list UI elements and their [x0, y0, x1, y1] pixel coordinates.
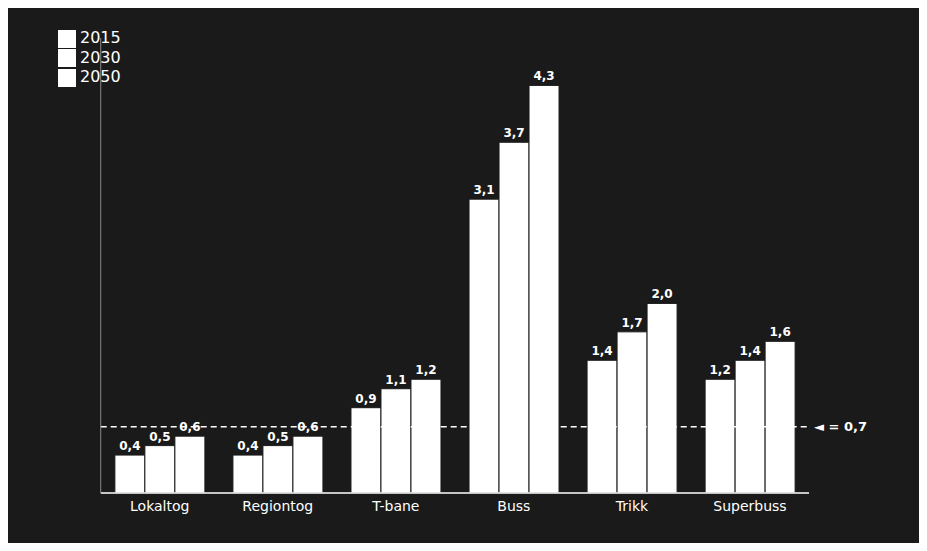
- svg-text:Trikk: Trikk: [615, 498, 649, 514]
- svg-text:T-bane: T-bane: [371, 498, 419, 514]
- svg-text:1,4: 1,4: [739, 344, 760, 358]
- svg-text:Lokaltog: Lokaltog: [130, 498, 189, 514]
- svg-text:1,2: 1,2: [709, 363, 730, 377]
- svg-text:1,7: 1,7: [621, 316, 642, 330]
- svg-text:1,6: 1,6: [769, 325, 790, 339]
- svg-text:Regiontog: Regiontog: [242, 498, 313, 514]
- svg-text:1,1: 1,1: [385, 373, 406, 387]
- svg-text:0,4: 0,4: [237, 439, 258, 453]
- svg-text:1,2: 1,2: [415, 363, 436, 377]
- svg-text:0,9: 0,9: [355, 392, 376, 406]
- svg-text:4,3: 4,3: [533, 69, 554, 83]
- svg-text:1,4: 1,4: [591, 344, 612, 358]
- svg-text:0,5: 0,5: [267, 430, 288, 444]
- svg-text:0,6: 0,6: [179, 420, 200, 434]
- svg-text:0,6: 0,6: [297, 420, 318, 434]
- svg-text:0,4: 0,4: [119, 439, 140, 453]
- svg-text:2,0: 2,0: [651, 287, 672, 301]
- html-text:2050: 2050: [80, 67, 121, 86]
- svg-text:Buss: Buss: [497, 498, 530, 514]
- svg-text:Superbuss: Superbuss: [713, 498, 786, 514]
- svg-text:◄ = 0,7: ◄ = 0,7: [814, 419, 867, 434]
- html-text:2030: 2030: [80, 47, 121, 67]
- svg-text:0,5: 0,5: [149, 430, 170, 444]
- svg-text:3,7: 3,7: [503, 126, 524, 140]
- html-text:2015: 2015: [80, 28, 121, 47]
- svg-text:3,1: 3,1: [473, 183, 494, 197]
